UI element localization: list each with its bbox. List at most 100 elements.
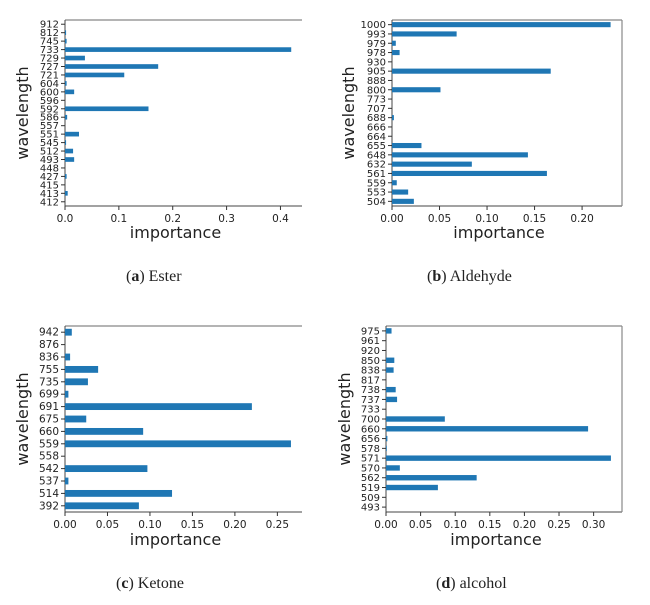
caption-a-title: Ester: [148, 268, 182, 285]
y-tick-label: 876: [39, 339, 59, 351]
bar-c-675: [65, 415, 87, 423]
y-tick-label: 812: [40, 28, 59, 39]
bar-a-745: [65, 38, 67, 44]
bar-a-512: [65, 148, 74, 154]
bar-a-729: [65, 55, 85, 61]
y-tick-label: 978: [367, 48, 386, 59]
x-tick-label: 0.20: [513, 519, 536, 531]
y-tick-label: 733: [40, 45, 59, 56]
y-tick-label: 745: [40, 37, 59, 48]
bar-c-537: [65, 477, 69, 485]
bar-c-942: [65, 328, 72, 336]
caption-b: (b) Aldehyde: [427, 268, 512, 285]
y-tick-label: 993: [367, 29, 386, 40]
y-tick-label: 733: [361, 405, 380, 416]
y-tick-label: 660: [361, 424, 380, 435]
caption-d: (d) alcohol: [436, 575, 507, 592]
bar-d-656: [386, 435, 388, 442]
y-tick-label: 1000: [361, 20, 386, 31]
y-tick-label: 888: [367, 76, 386, 87]
y-tick-label: 755: [39, 364, 59, 376]
y-tick-label: 448: [40, 163, 59, 174]
bar-a-592: [65, 106, 149, 112]
x-tick-label: 0.05: [409, 519, 432, 531]
x-axis-label: importance: [453, 223, 544, 242]
y-tick-label: 675: [39, 414, 59, 426]
caption-b-letter: b: [432, 268, 442, 285]
bar-d-578: [386, 445, 387, 452]
bar-c-514: [65, 489, 173, 497]
x-tick-label: 0.1: [111, 213, 128, 225]
caption-c-letter: c: [121, 575, 129, 592]
y-tick-label: 817: [361, 375, 380, 386]
bar-b-1000: [392, 22, 611, 28]
bar-d-737: [386, 396, 398, 403]
y-tick-label: 727: [40, 62, 59, 73]
bar-a-604: [65, 81, 67, 86]
y-tick-label: 596: [40, 96, 59, 107]
x-tick-label: 0.00: [53, 519, 76, 531]
y-tick-label: 571: [361, 454, 380, 465]
bar-b-993: [392, 31, 457, 37]
bar-a-812: [65, 30, 67, 36]
bar-c-755: [65, 365, 99, 373]
x-tick-label: 0.00: [380, 213, 403, 225]
bar-a-733: [65, 47, 292, 52]
y-tick-label: 557: [40, 121, 59, 132]
bar-c-691: [65, 403, 252, 411]
y-tick-label: 561: [367, 169, 386, 180]
y-tick-label: 558: [39, 451, 59, 463]
y-tick-label: 632: [367, 160, 386, 171]
y-tick-label: 512: [40, 147, 59, 158]
bar-b-905: [392, 68, 551, 74]
y-tick-label: 930: [367, 57, 386, 68]
x-tick-label: 0.2: [164, 213, 181, 225]
x-tick-label: 0.20: [570, 213, 593, 225]
bar-d-700: [386, 416, 445, 422]
y-tick-label: 979: [367, 39, 386, 50]
y-axis-label: wavelength: [339, 66, 358, 159]
y-axis-label: wavelength: [13, 66, 32, 159]
x-tick-label: 0.05: [428, 213, 451, 225]
bar-a-600: [65, 89, 75, 95]
caption-c: (c) Ketone: [116, 575, 184, 592]
y-tick-label: 559: [367, 178, 386, 189]
bar-c-836: [65, 353, 71, 361]
bar-b-559: [392, 180, 397, 186]
y-axis-label: wavelength: [335, 372, 354, 465]
bar-b-655: [392, 142, 422, 149]
x-axis-label: importance: [130, 223, 221, 242]
y-tick-label: 737: [361, 395, 380, 406]
y-tick-label: 920: [361, 346, 380, 357]
bar-d-570: [386, 465, 400, 471]
x-tick-label: 0.00: [374, 519, 397, 531]
bar-c-699: [65, 390, 69, 398]
y-tick-label: 905: [367, 67, 386, 78]
x-tick-label: 0.0: [57, 213, 74, 225]
bar-d-519: [386, 484, 438, 491]
y-tick-label: 707: [367, 104, 386, 115]
bar-a-545: [65, 140, 67, 145]
bar-a-551: [65, 131, 80, 137]
bar-d-850: [386, 357, 395, 363]
y-tick-label: 551: [40, 130, 59, 141]
y-tick-label: 586: [40, 113, 59, 124]
y-tick-label: 415: [40, 180, 59, 191]
x-tick-label: 0.10: [475, 213, 498, 225]
x-tick-label: 0.25: [547, 519, 570, 531]
x-tick-label: 0.4: [272, 213, 289, 225]
y-tick-label: 721: [40, 70, 59, 81]
bar-a-413: [65, 190, 68, 196]
y-tick-label: 542: [39, 463, 59, 475]
y-tick-label: 413: [40, 189, 59, 200]
y-tick-label: 660: [39, 426, 59, 438]
bar-b-632: [392, 161, 472, 167]
bar-d-660: [386, 426, 589, 432]
bar-c-559: [65, 440, 291, 448]
x-tick-label: 0.05: [96, 519, 119, 531]
bar-b-648: [392, 152, 528, 158]
y-tick-label: 553: [367, 188, 386, 199]
bar-b-561: [392, 170, 547, 177]
y-tick-label: 392: [39, 500, 59, 512]
y-tick-label: 655: [367, 141, 386, 152]
